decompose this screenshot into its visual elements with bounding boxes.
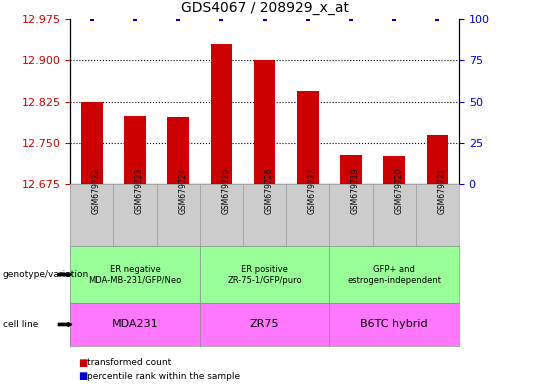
Bar: [81, 102, 103, 184]
Point: [87, 16, 96, 22]
Text: ER negative
MDA-MB-231/GFP/Neo: ER negative MDA-MB-231/GFP/Neo: [89, 265, 181, 285]
Text: MDA231: MDA231: [112, 319, 158, 329]
Text: GSM679727: GSM679727: [308, 167, 317, 214]
Text: ZR75: ZR75: [250, 319, 279, 329]
Point: [390, 16, 399, 22]
Title: GDS4067 / 208929_x_at: GDS4067 / 208929_x_at: [180, 2, 349, 15]
Point: [174, 16, 183, 22]
Text: genotype/variation: genotype/variation: [3, 270, 89, 279]
Text: B6TC hybrid: B6TC hybrid: [360, 319, 428, 329]
Point: [217, 16, 226, 22]
Text: GSM679724: GSM679724: [178, 167, 187, 214]
Text: GSM679721: GSM679721: [437, 167, 447, 214]
Text: cell line: cell line: [3, 320, 38, 329]
Bar: [297, 91, 319, 184]
Text: ■: ■: [78, 371, 87, 381]
Text: GSM679723: GSM679723: [135, 167, 144, 214]
Text: GSM679720: GSM679720: [394, 167, 403, 214]
Bar: [124, 116, 146, 184]
Text: percentile rank within the sample: percentile rank within the sample: [87, 372, 241, 381]
Point: [303, 16, 312, 22]
Bar: [167, 117, 189, 184]
Text: GSM679726: GSM679726: [265, 167, 274, 214]
Bar: [211, 44, 232, 184]
Point: [260, 16, 269, 22]
Text: transformed count: transformed count: [87, 358, 172, 367]
Point: [347, 16, 355, 22]
Point: [131, 16, 139, 22]
Text: ■: ■: [78, 358, 87, 368]
Text: ER positive
ZR-75-1/GFP/puro: ER positive ZR-75-1/GFP/puro: [227, 265, 302, 285]
Text: GFP+ and
estrogen-independent: GFP+ and estrogen-independent: [347, 265, 441, 285]
Bar: [383, 156, 405, 184]
Bar: [427, 135, 448, 184]
Point: [433, 16, 442, 22]
Bar: [254, 60, 275, 184]
Text: GSM679722: GSM679722: [92, 167, 101, 214]
Text: GSM679725: GSM679725: [221, 167, 231, 214]
Bar: [340, 155, 362, 184]
Text: GSM679719: GSM679719: [351, 167, 360, 214]
